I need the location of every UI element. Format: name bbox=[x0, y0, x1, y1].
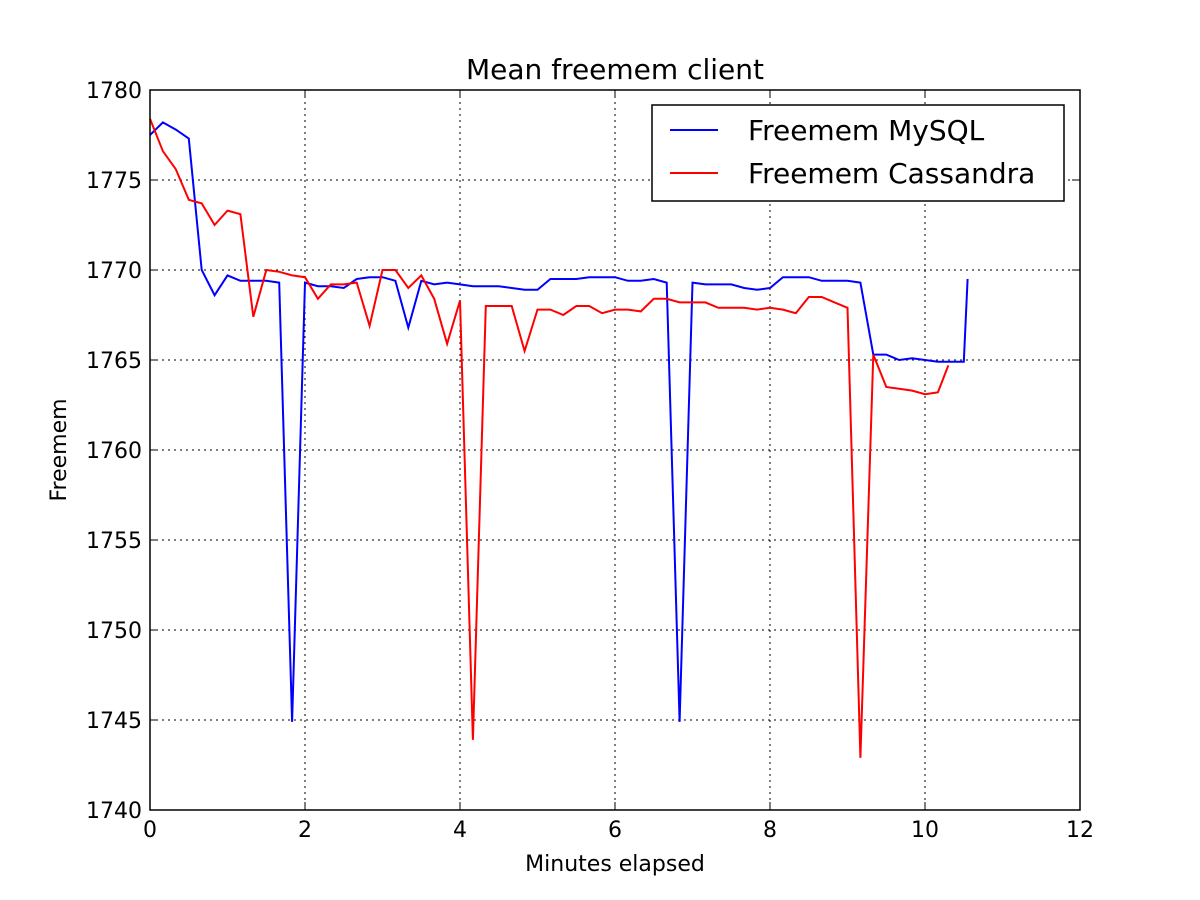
axis-ticks: 0 2 4 6 8 10 12 1740 1745 1750 1755 1760 1765 1770 177… bbox=[86, 79, 1094, 843]
y-tick-label: 1750 bbox=[86, 619, 142, 644]
legend-box bbox=[651, 104, 1065, 202]
x-tick-label: 10 bbox=[911, 818, 939, 843]
legend: Freemem MySQL Freemem Cassandra bbox=[651, 104, 1065, 202]
x-tick-label: 4 bbox=[453, 818, 467, 843]
y-tick-label: 1775 bbox=[86, 169, 142, 194]
x-tick-label: 6 bbox=[608, 818, 622, 843]
x-tick-label: 8 bbox=[763, 818, 777, 843]
y-tick-label: 1755 bbox=[86, 529, 142, 554]
legend-label-mysql: Freemem MySQL bbox=[748, 114, 985, 147]
plot-frame bbox=[149, 89, 1081, 811]
y-tick-label: 1745 bbox=[86, 709, 142, 734]
x-tick-label: 2 bbox=[298, 818, 312, 843]
y-tick-label: 1740 bbox=[86, 799, 142, 824]
x-tick-label: 0 bbox=[143, 818, 157, 843]
y-tick-label: 1770 bbox=[86, 259, 142, 284]
legend-label-cassandra: Freemem Cassandra bbox=[748, 157, 1035, 190]
chart-title: Mean freemem client bbox=[466, 53, 764, 86]
y-tick-label: 1765 bbox=[86, 349, 142, 374]
series-line-mysql bbox=[149, 121, 969, 722]
y-tick-label: 1780 bbox=[86, 79, 142, 104]
y-axis-title: Freemem bbox=[47, 398, 72, 501]
x-tick-label: 12 bbox=[1066, 818, 1094, 843]
series-lines bbox=[149, 118, 969, 758]
series-line-cassandra bbox=[149, 118, 950, 758]
y-tick-label: 1760 bbox=[86, 439, 142, 464]
x-axis-title: Minutes elapsed bbox=[525, 852, 705, 877]
